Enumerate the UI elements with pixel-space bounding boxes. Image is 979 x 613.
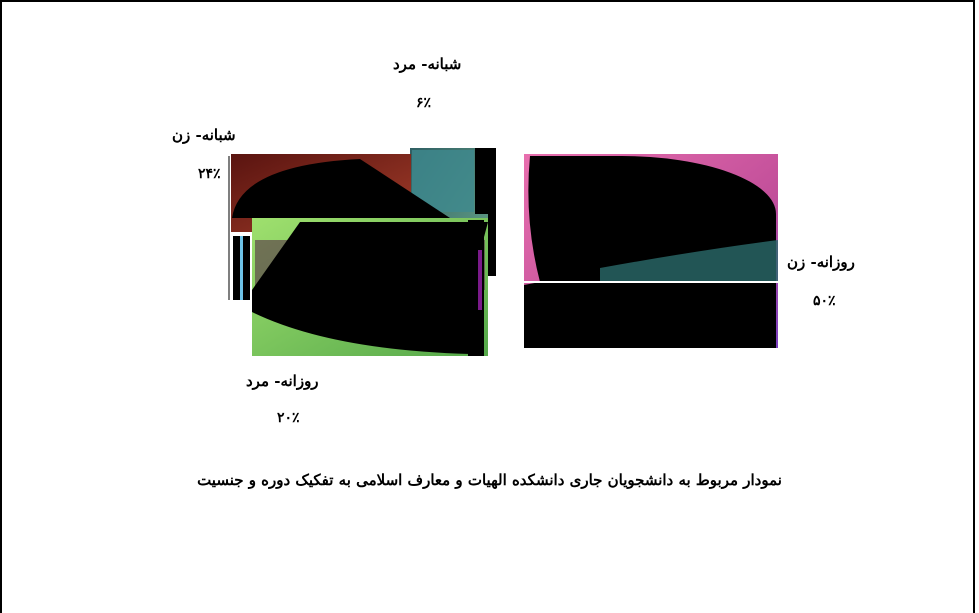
- label-night-male: شبانه- مرد: [393, 55, 462, 73]
- value-day-female: ۵۰٪: [813, 293, 836, 309]
- value-night-male: ۶٪: [416, 95, 432, 111]
- value-night-female: ۲۴٪: [198, 166, 221, 182]
- pie-left-edge: [228, 156, 250, 300]
- label-night-female: شبانه- زن: [172, 126, 236, 144]
- pie-slice-day-male: [252, 218, 488, 356]
- value-day-male: ۲۰٪: [277, 410, 300, 426]
- label-day-male: روزانه- مرد: [246, 372, 319, 390]
- pie-slice-day-female: [524, 154, 778, 348]
- label-day-female: روزانه- زن: [787, 253, 855, 271]
- chart-title: نمودار مربوط به دانشجویان جاری دانشکده ا…: [197, 471, 782, 489]
